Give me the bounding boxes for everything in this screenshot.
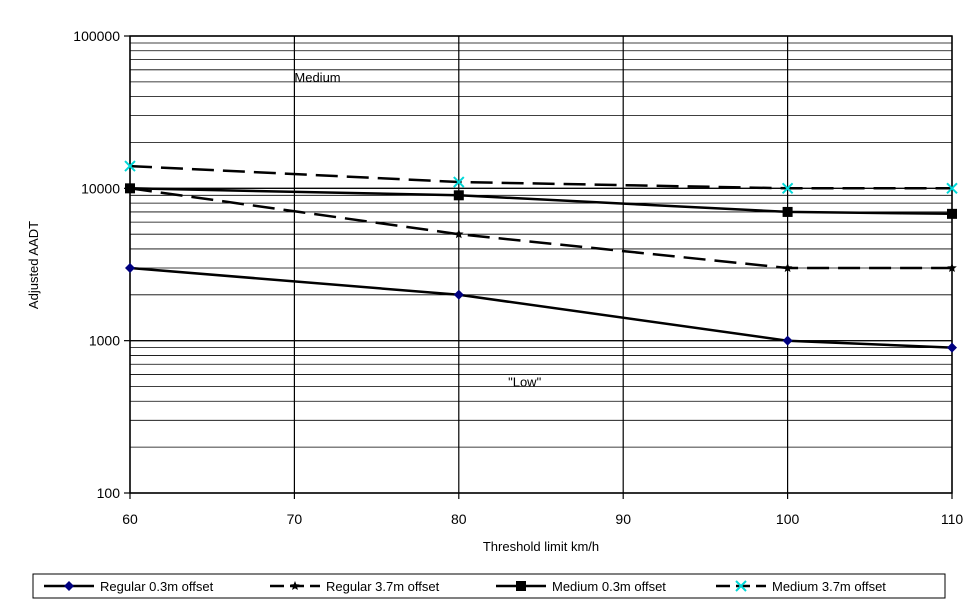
x-tick-label: 60 bbox=[122, 511, 138, 527]
legend-label: Medium 3.7m offset bbox=[772, 579, 886, 594]
x-tick-label: 70 bbox=[287, 511, 303, 527]
legend-item-2: Regular 3.7m offset bbox=[270, 579, 440, 594]
x-tick-label: 80 bbox=[451, 511, 467, 527]
y-tick-label: 100000 bbox=[73, 28, 120, 44]
data-point bbox=[453, 190, 464, 201]
data-point bbox=[125, 262, 135, 273]
data-point bbox=[516, 581, 526, 591]
annotation-label: "Low" bbox=[508, 375, 541, 390]
data-point bbox=[947, 342, 957, 353]
data-point bbox=[947, 208, 957, 219]
y-axis-label: Adjusted AADT bbox=[26, 221, 41, 309]
y-tick-label: 1000 bbox=[89, 333, 120, 349]
x-tick-label: 100 bbox=[776, 511, 800, 527]
tick-labels: 60 70 80 90 100 110 100 1000 10000 100000 bbox=[73, 28, 963, 527]
data-point bbox=[124, 160, 136, 172]
data-point bbox=[290, 581, 300, 590]
legend-item-1: Regular 0.3m offset bbox=[44, 579, 214, 594]
annotation-label: Medium bbox=[294, 70, 340, 85]
legend: Regular 0.3m offset Regular 3.7m offset Me… bbox=[32, 573, 946, 599]
data-point bbox=[781, 182, 794, 195]
x-axis-label: Threshold limit km/h bbox=[483, 539, 599, 554]
data-point bbox=[946, 182, 958, 195]
data-point bbox=[454, 229, 464, 239]
series-line bbox=[129, 164, 952, 190]
legend-label: Medium 0.3m offset bbox=[552, 579, 666, 594]
x-tick-label: 110 bbox=[941, 511, 964, 527]
y-tick-label: 100 bbox=[97, 485, 121, 501]
data-point bbox=[947, 263, 957, 272]
series-layer bbox=[124, 160, 958, 353]
series-line bbox=[129, 187, 952, 270]
data-point bbox=[453, 176, 465, 188]
legend-box bbox=[32, 573, 946, 599]
data-point bbox=[735, 580, 747, 592]
y-tick-label: 10000 bbox=[81, 180, 120, 196]
data-point bbox=[782, 335, 793, 346]
legend-item-3: Medium 0.3m offset bbox=[496, 579, 666, 594]
grid bbox=[129, 35, 953, 494]
data-point bbox=[782, 263, 793, 272]
legend-label: Regular 3.7m offset bbox=[326, 579, 440, 594]
legend-item-4: Medium 3.7m offset bbox=[716, 579, 886, 594]
data-point bbox=[782, 206, 793, 217]
data-point bbox=[453, 289, 464, 300]
series-4 bbox=[124, 160, 958, 195]
series-1 bbox=[125, 262, 957, 353]
annotations: Medium "Low" bbox=[294, 70, 541, 390]
legend-label: Regular 0.3m offset bbox=[100, 579, 214, 594]
data-point bbox=[64, 581, 74, 591]
x-tick-label: 90 bbox=[615, 511, 631, 527]
series-line bbox=[129, 187, 953, 216]
series-line bbox=[129, 266, 953, 349]
